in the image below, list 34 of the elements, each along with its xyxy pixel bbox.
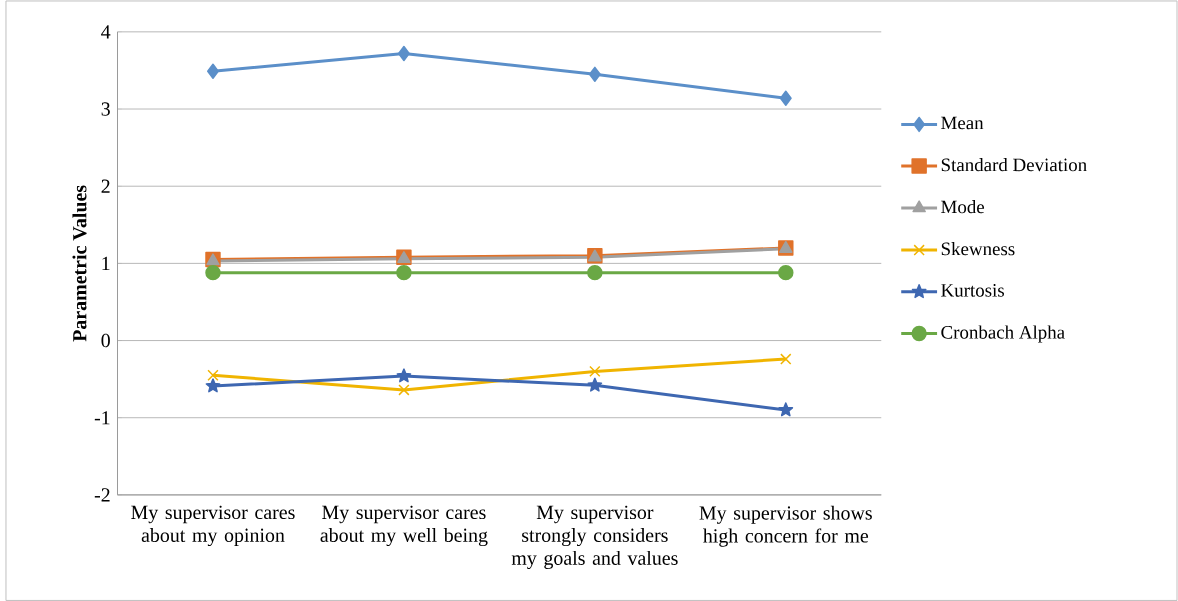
point (589, 365, 601, 377)
point (778, 264, 794, 281)
point (778, 402, 794, 417)
point (207, 369, 219, 381)
x-tick-label: My supervisor cares about my opinion (131, 505, 295, 546)
y-tick-label: -1 (94, 410, 110, 425)
y-tick-label: 4 (101, 25, 111, 39)
y-tick-label: -2 (94, 488, 110, 502)
point (398, 384, 410, 396)
point (780, 353, 792, 365)
point (207, 63, 219, 79)
point (587, 264, 603, 281)
legend-label: Mean (941, 116, 984, 130)
y-axis-title: Parametric Values (72, 185, 87, 342)
legend-label: Skewness (941, 241, 1015, 256)
point (205, 264, 221, 281)
x-tick-label: My supervisor strongly considers my goals and values (511, 505, 678, 569)
point (588, 66, 601, 82)
legend-label: Kurtosis (941, 283, 1004, 297)
y-tick-label: 3 (101, 102, 110, 116)
x-tick-label: My supervisor cares about my well being (320, 505, 488, 546)
y-tick-label: 1 (102, 256, 110, 270)
legend-label: Mode (941, 199, 985, 214)
y-tick-label: 2 (101, 179, 110, 193)
legend-label: Cronbach Alpha (941, 325, 1065, 343)
point (396, 264, 412, 281)
y-tick-label: 0 (101, 333, 110, 348)
point (397, 45, 410, 61)
point (205, 378, 221, 393)
legend-label: Standard Deviation (941, 157, 1087, 172)
x-tick-label: My supervisor shows high concern for me (699, 505, 872, 547)
point (587, 377, 603, 392)
point (779, 90, 792, 106)
point (396, 368, 412, 383)
